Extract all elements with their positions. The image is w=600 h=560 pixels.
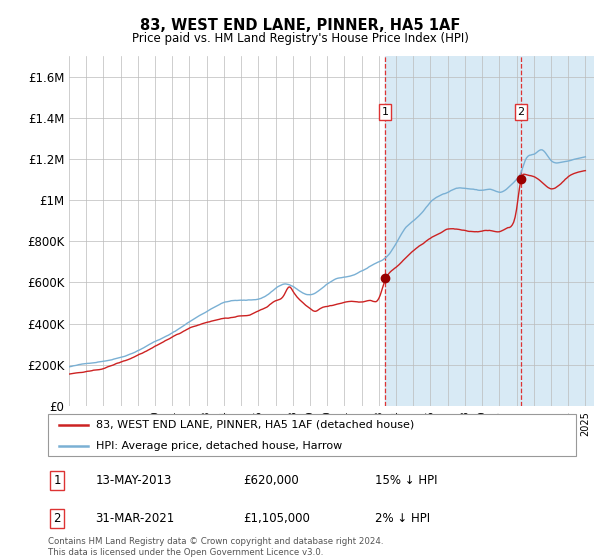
Text: 1: 1 [53,474,61,487]
Text: 1: 1 [382,107,389,117]
Text: Price paid vs. HM Land Registry's House Price Index (HPI): Price paid vs. HM Land Registry's House … [131,32,469,45]
Text: 2% ↓ HPI: 2% ↓ HPI [376,512,430,525]
Bar [385,56,594,406]
Text: 31-MAR-2021: 31-MAR-2021 [95,512,175,525]
Text: £620,000: £620,000 [244,474,299,487]
Text: 13-MAY-2013: 13-MAY-2013 [95,474,172,487]
Text: 2: 2 [517,107,524,117]
Text: 83, WEST END LANE, PINNER, HA5 1AF (detached house): 83, WEST END LANE, PINNER, HA5 1AF (deta… [95,420,414,430]
Text: 15% ↓ HPI: 15% ↓ HPI [376,474,438,487]
Text: £1,105,000: £1,105,000 [244,512,310,525]
Text: HPI: Average price, detached house, Harrow: HPI: Average price, detached house, Harr… [95,441,342,451]
Text: 2: 2 [53,512,61,525]
Text: 83, WEST END LANE, PINNER, HA5 1AF: 83, WEST END LANE, PINNER, HA5 1AF [140,18,460,33]
Text: Contains HM Land Registry data © Crown copyright and database right 2024.
This d: Contains HM Land Registry data © Crown c… [48,537,383,557]
